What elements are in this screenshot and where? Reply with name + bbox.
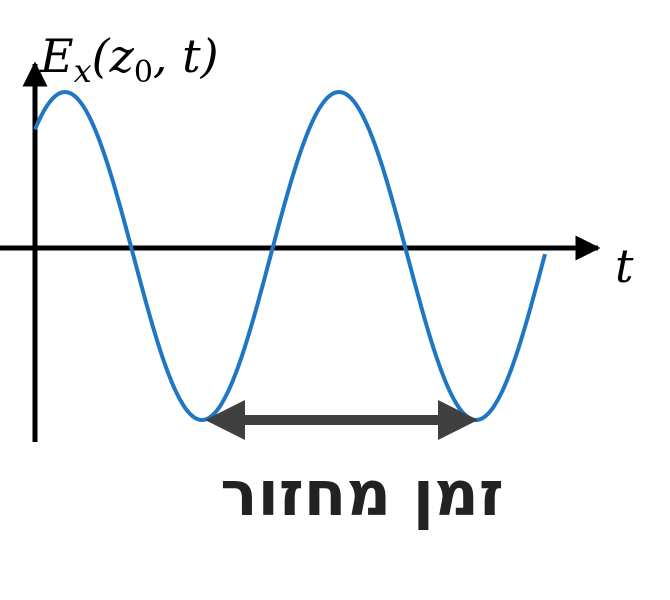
period-label: זמן מחזור: [220, 457, 503, 530]
y-axis-label: Ex(z0, t): [39, 29, 219, 90]
sine-wave: [33, 89, 547, 422]
period-arrow: [205, 400, 478, 440]
x-axis-label: t: [615, 239, 634, 293]
